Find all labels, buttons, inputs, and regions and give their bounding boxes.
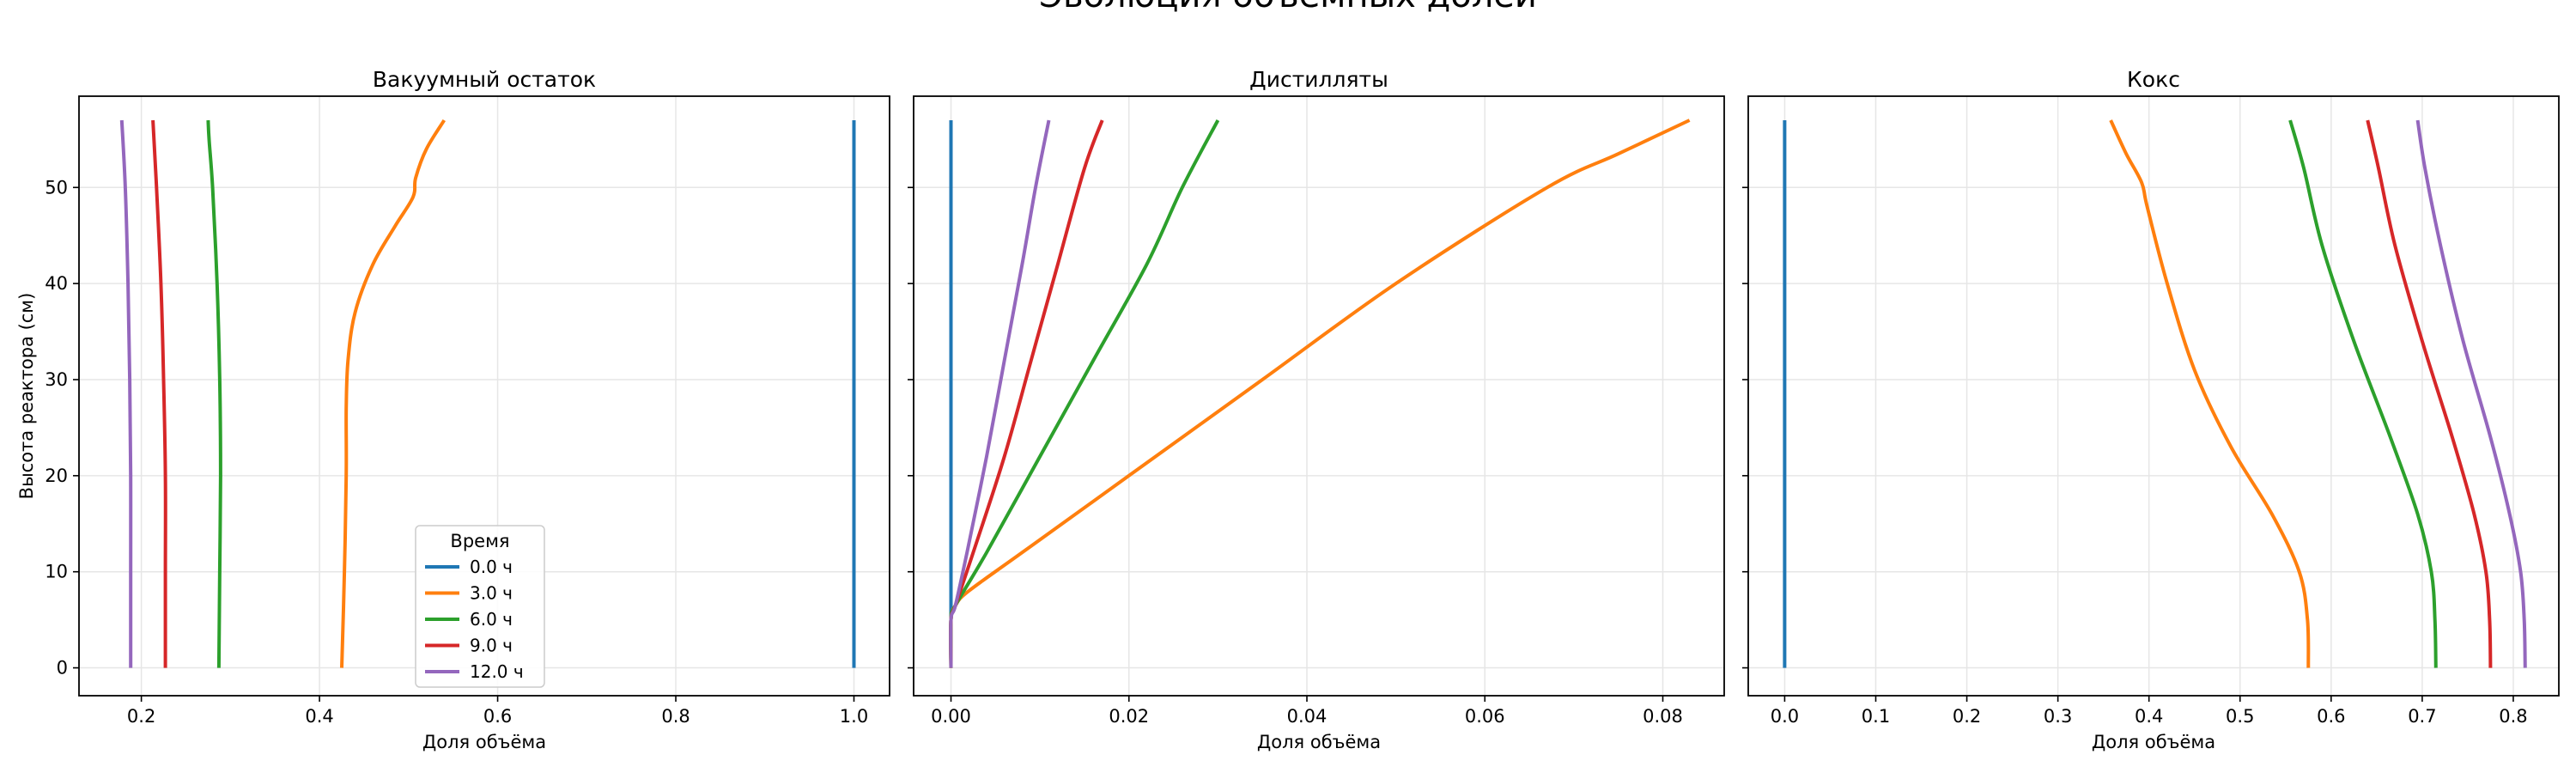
y-tick-label: 10 [45, 562, 68, 582]
plot-frame [913, 95, 1725, 697]
x-tick-label: 0.4 [305, 706, 333, 727]
series-line [151, 119, 167, 668]
legend-label: 0.0 ч [470, 557, 513, 577]
legend-title: Время [450, 531, 509, 551]
plot-frame [78, 95, 890, 697]
legend-label: 6.0 ч [470, 609, 513, 630]
x-tick-label: 0.0 [1771, 706, 1799, 727]
series-line [2415, 119, 2527, 668]
series-line [949, 119, 1051, 668]
x-tick-label: 0.4 [2135, 706, 2163, 727]
y-tick-label: 0 [57, 658, 68, 679]
x-tick-label: 0.6 [2317, 706, 2345, 727]
series-line [119, 119, 133, 668]
panel-2: 0.00 0.02 0.04 0.06 0.08 Дистилляты Доля объём… [908, 67, 1725, 752]
y-tick-label: 50 [45, 177, 68, 198]
panels: 0.2 0.4 0.6 0.8 1.0 0 10 20 30 40 50 Вакуумный оста… [16, 67, 2560, 752]
x-tick-label: 0.7 [2408, 706, 2436, 727]
legend-item: 3.0 ч [425, 583, 513, 604]
x-tick-label: 0.00 [931, 706, 971, 727]
panel-title: Дистилляты [1249, 67, 1388, 92]
series-line [206, 119, 222, 668]
x-tick-label: 0.5 [2226, 706, 2254, 727]
series-line [2288, 119, 2438, 668]
figure-title: Эволюция объёмных долей [1039, 0, 1537, 15]
series-line [340, 119, 447, 668]
panel-1: 0.2 0.4 0.6 0.8 1.0 0 10 20 30 40 50 Вакуумный оста… [16, 67, 890, 752]
y-axis-label: Высота реактора (см) [16, 293, 37, 500]
x-tick-label: 1.0 [840, 706, 868, 727]
x-tick-label: 0.06 [1465, 706, 1505, 727]
series-line [949, 119, 1691, 668]
legend-item: 0.0 ч [425, 557, 513, 577]
x-axis-label: Доля объёма [2092, 732, 2215, 752]
x-tick-label: 0.2 [1953, 706, 1981, 727]
series-line [949, 119, 1220, 668]
x-tick-label: 0.02 [1109, 706, 1149, 727]
y-tick-label: 20 [45, 466, 68, 486]
x-axis-label: Доля объёма [1257, 732, 1381, 752]
x-tick-label: 0.8 [2499, 706, 2527, 727]
x-tick-label: 0.08 [1643, 706, 1683, 727]
legend-label: 9.0 ч [470, 636, 513, 656]
plot-frame [1747, 95, 2560, 697]
legend-item: 9.0 ч [425, 636, 513, 656]
x-tick-label: 0.1 [1862, 706, 1890, 727]
x-tick-label: 0.6 [483, 706, 512, 727]
x-axis-label: Доля объёма [422, 732, 546, 752]
series-line [2366, 119, 2493, 668]
x-tick-label: 0.8 [661, 706, 690, 727]
y-tick-label: 40 [45, 273, 68, 294]
panel-3: 0.0 0.1 0.2 0.3 0.4 0.5 0.6 0.7 0.8 Кокс Доля объё… [1742, 67, 2560, 752]
x-tick-label: 0.04 [1287, 706, 1327, 727]
legend: Время 0.0 ч 3.0 ч 6.0 ч 9.0 ч 12.0 ч [415, 525, 545, 688]
series-line [2109, 119, 2311, 668]
x-tick-label: 0.3 [2044, 706, 2072, 727]
y-tick-label: 30 [45, 369, 68, 390]
legend-item: 12.0 ч [425, 661, 524, 682]
legend-label: 12.0 ч [470, 661, 524, 682]
legend-item: 6.0 ч [425, 609, 513, 630]
panel-title: Вакуумный остаток [373, 67, 596, 92]
legend-label: 3.0 ч [470, 583, 513, 604]
panel-title: Кокс [2127, 67, 2180, 92]
x-tick-label: 0.2 [127, 706, 155, 727]
